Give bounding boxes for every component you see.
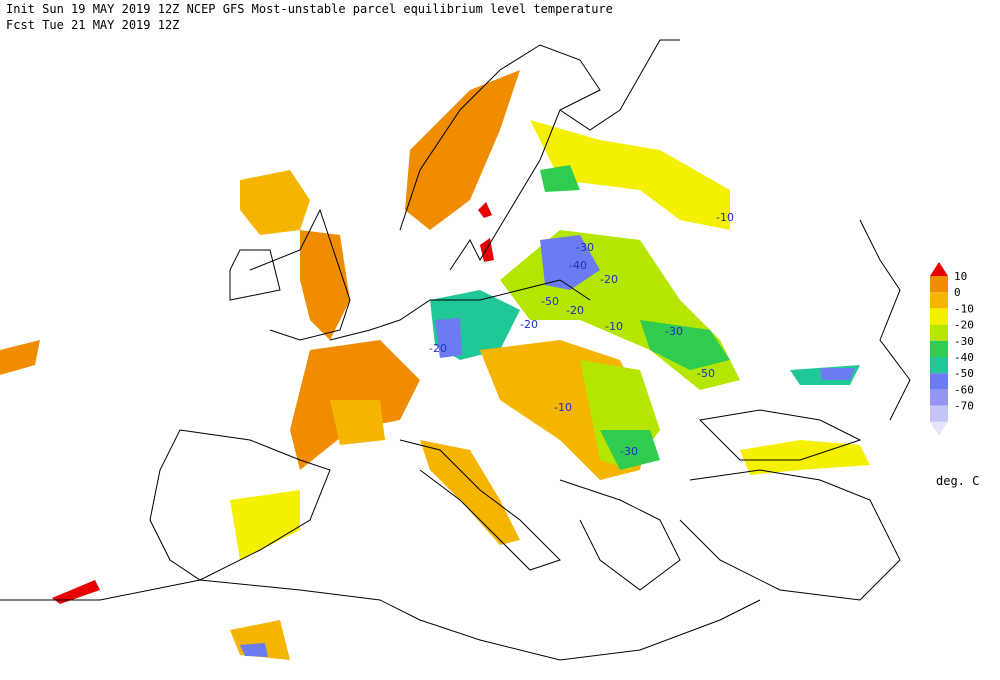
contour-label: -20 <box>600 273 618 286</box>
legend-label: -50 <box>954 367 974 380</box>
contour-label: -30 <box>576 241 594 254</box>
contour-label: -50 <box>697 367 715 380</box>
legend-units: deg. C <box>936 474 979 488</box>
contour-label: -30 <box>665 325 683 338</box>
shading <box>0 70 870 660</box>
legend-triangle <box>930 262 948 276</box>
legend-label: -40 <box>954 351 974 364</box>
contour-label: -40 <box>569 259 587 272</box>
coastlines <box>0 39 911 661</box>
legend-swatch <box>930 276 948 293</box>
contour-label: -10 <box>605 320 623 333</box>
legend-swatch <box>930 324 948 341</box>
legend-swatch <box>930 340 948 357</box>
legend-label: -60 <box>954 383 974 396</box>
legend-label: 10 <box>954 270 967 283</box>
legend-label: -20 <box>954 319 974 332</box>
legend-triangle <box>930 421 948 436</box>
header-line: Fcst Tue 21 MAY 2019 12Z <box>6 18 179 32</box>
legend-label: -10 <box>954 302 974 315</box>
legend-swatch <box>930 357 948 374</box>
legend-swatch <box>930 405 948 422</box>
contour-label: -20 <box>520 318 538 331</box>
legend-swatch <box>930 308 948 325</box>
legend-label: -30 <box>954 335 974 348</box>
contour-label: -20 <box>429 342 447 355</box>
contour-label: -20 <box>566 304 584 317</box>
contour-label: -10 <box>554 401 572 414</box>
legend-swatch <box>930 292 948 309</box>
contour-label: -50 <box>541 295 559 308</box>
legend-label: -70 <box>954 400 974 413</box>
legend-label: 0 <box>954 286 961 299</box>
legend-swatch <box>930 389 948 406</box>
header-line: Init Sun 19 MAY 2019 12Z NCEP GFS Most-u… <box>6 2 613 16</box>
legend-swatch <box>930 373 948 390</box>
legend: 10 0 -10 -20 -30 -40 -50 -60 -70 <box>930 262 974 436</box>
contour-label: -10 <box>716 211 734 224</box>
contour-label: -30 <box>620 445 638 458</box>
contour-labels: -10 -30 -40 -20 -50 -20 -20 -10 -30 -20 … <box>429 211 734 458</box>
